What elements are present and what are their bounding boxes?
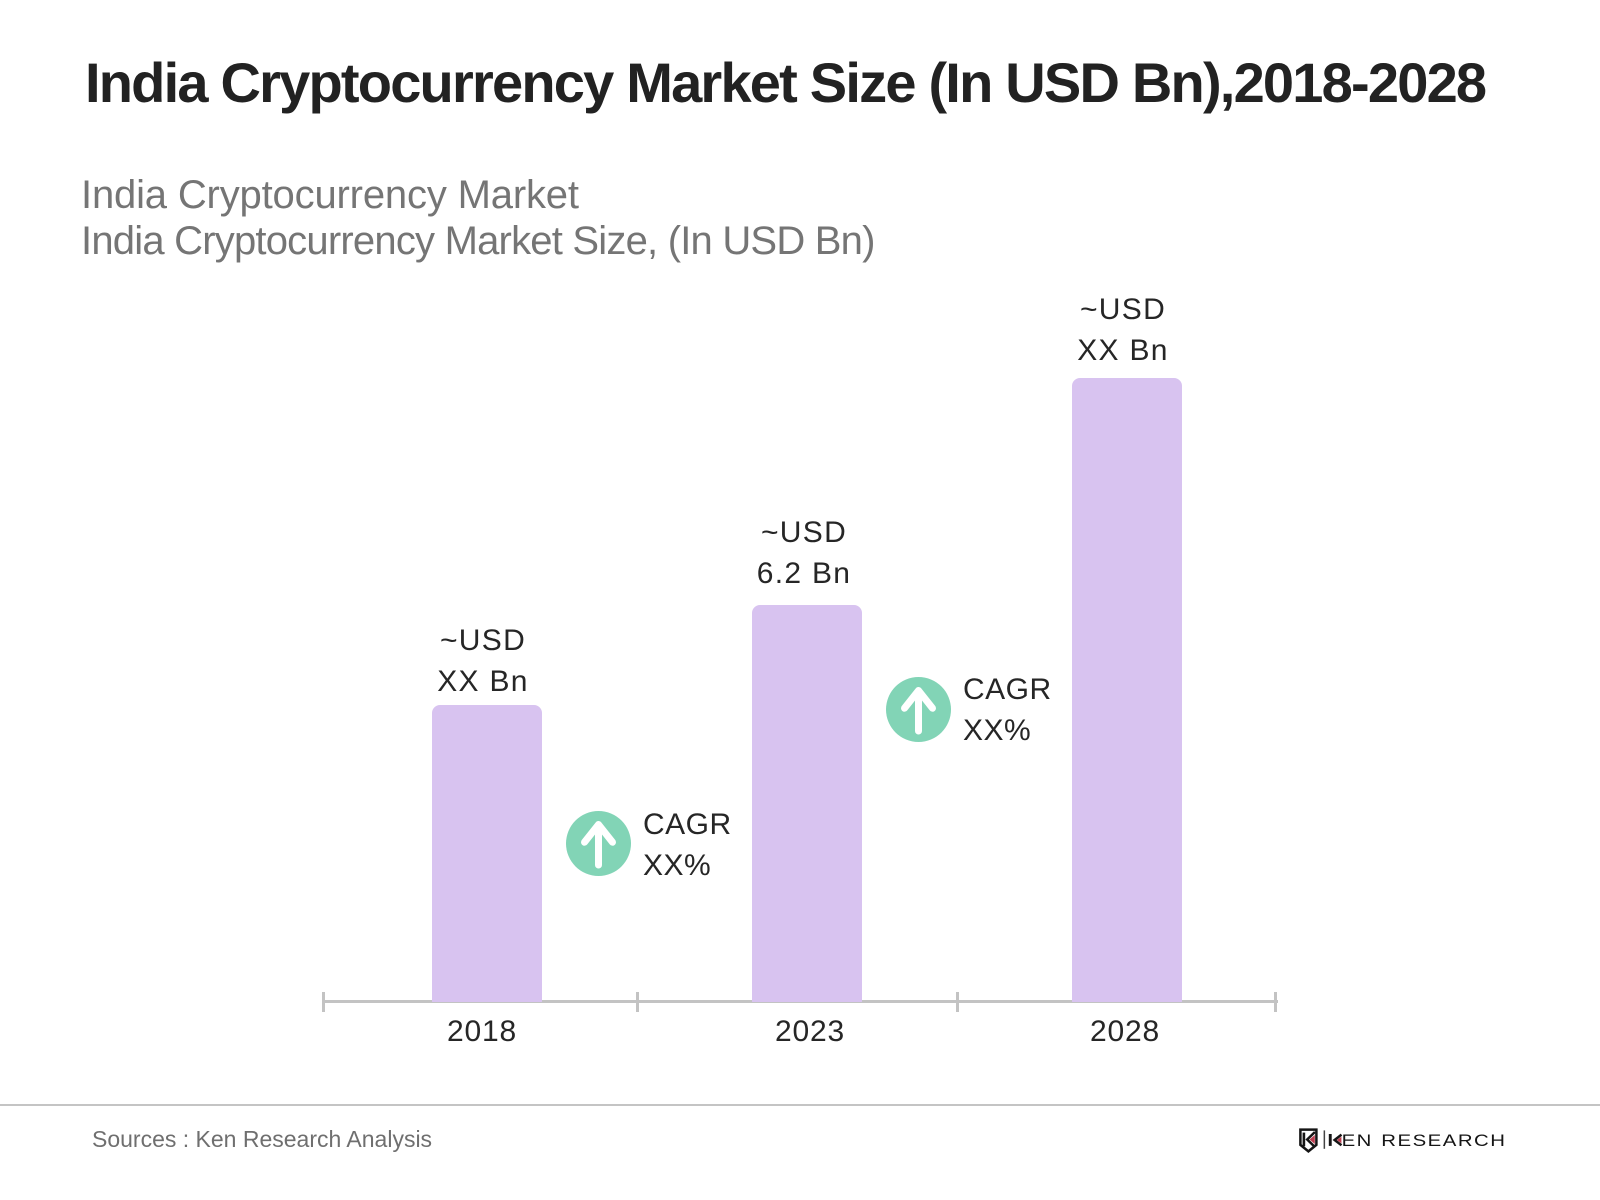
svg-text:EN RESEARCH: EN RESEARCH <box>1342 1131 1507 1150</box>
